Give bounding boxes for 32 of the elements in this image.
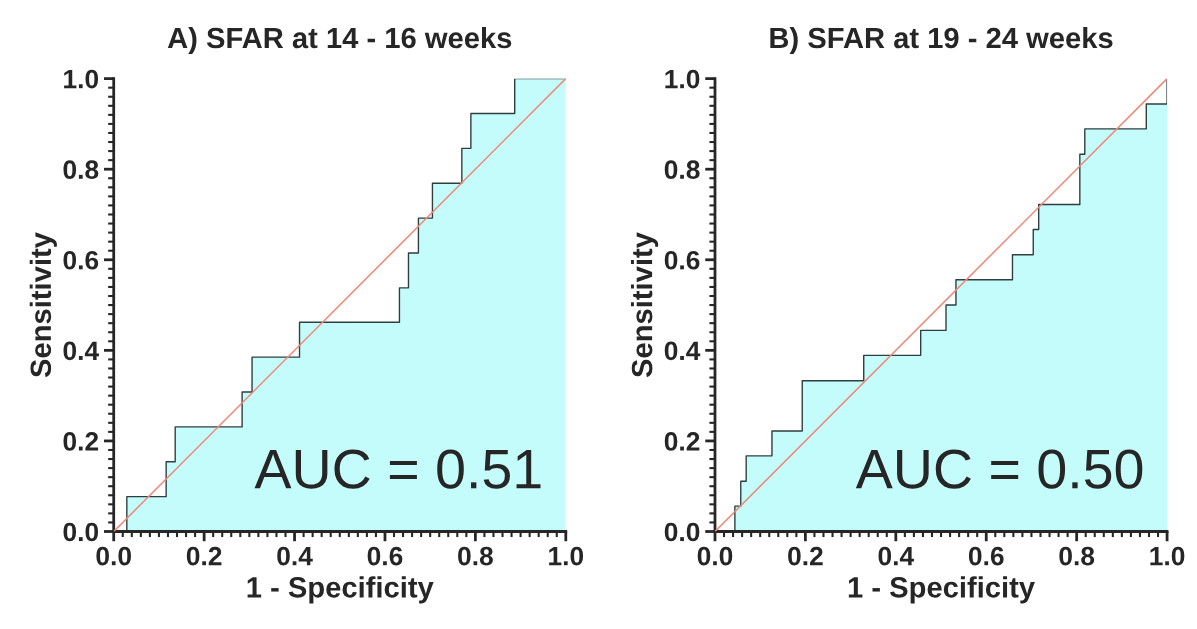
- chart-title: A) SFAR at 14 - 16 weeks: [167, 26, 512, 55]
- annotation: AUC = 0.50: [855, 449, 1143, 489]
- y-tick-label: 1.0: [665, 69, 700, 89]
- x-tick-label: 0.8: [1059, 546, 1095, 566]
- y-tick-label: 0.8: [664, 160, 700, 180]
- x-tick-label: 1.0: [549, 546, 584, 566]
- x-tick-label: 0.2: [788, 546, 823, 566]
- y-tick-label: 1.0: [64, 69, 99, 89]
- y-tick-label: 0.0: [664, 522, 700, 542]
- y-tick-label: 0.8: [63, 160, 99, 180]
- x-tick-label: 0.2: [186, 546, 222, 566]
- x-axis-title: 1 - Specificity: [848, 576, 1035, 604]
- x-tick-label: 0.0: [96, 546, 131, 566]
- y-tick-label: 0.2: [63, 432, 99, 451]
- y-tick-label: 0.0: [63, 522, 99, 542]
- x-tick-label: 0.4: [878, 546, 915, 566]
- y-tick-label: 0.6: [664, 250, 700, 270]
- y-tick-label: 0.4: [664, 341, 701, 361]
- x-tick-label: 0.6: [367, 546, 403, 566]
- x-tick-label: 0.0: [697, 546, 733, 566]
- y-tick-label: 0.4: [63, 341, 99, 361]
- x-tick-label: 1.0: [1150, 546, 1185, 566]
- annotation: AUC = 0.51: [254, 449, 541, 489]
- y-axis-title: Sensitivity: [630, 232, 659, 378]
- y-tick-label: 0.2: [664, 432, 700, 451]
- x-tick-label: 0.8: [458, 546, 493, 566]
- x-tick-label: 0.4: [277, 546, 313, 566]
- y-axis-title: Sensitivity: [29, 232, 57, 378]
- x-axis-title: 1 - Specificity: [247, 576, 434, 604]
- chart-title: B) SFAR at 19 - 24 weeks: [770, 26, 1113, 55]
- x-tick-label: 0.6: [968, 546, 1004, 566]
- y-tick-label: 0.6: [63, 250, 99, 270]
